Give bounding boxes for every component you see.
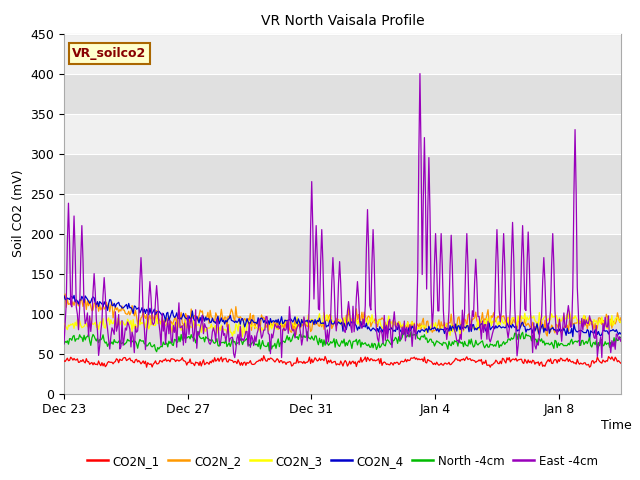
Bar bbox=[64, 73, 621, 114]
Bar bbox=[64, 114, 621, 154]
Text: VR_soilco2: VR_soilco2 bbox=[72, 47, 147, 60]
Legend: CO2N_1, CO2N_2, CO2N_3, CO2N_4, North -4cm, East -4cm: CO2N_1, CO2N_2, CO2N_3, CO2N_4, North -4… bbox=[82, 450, 603, 472]
Bar bbox=[64, 274, 621, 313]
Bar bbox=[64, 313, 621, 354]
Bar bbox=[64, 354, 621, 394]
Bar bbox=[64, 193, 621, 234]
Title: VR North Vaisala Profile: VR North Vaisala Profile bbox=[260, 14, 424, 28]
Bar bbox=[64, 234, 621, 274]
Bar bbox=[64, 34, 621, 73]
Bar bbox=[64, 154, 621, 193]
Y-axis label: Soil CO2 (mV): Soil CO2 (mV) bbox=[12, 170, 25, 257]
X-axis label: Time: Time bbox=[601, 419, 632, 432]
